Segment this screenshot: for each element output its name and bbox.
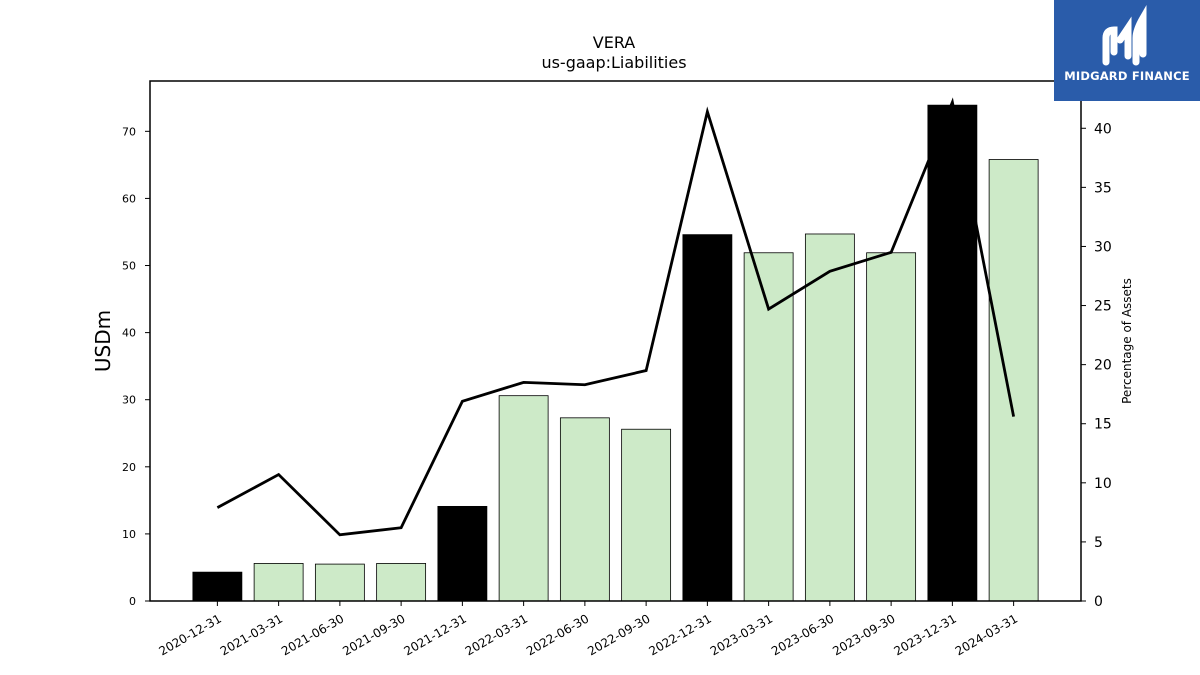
y-tick-label: 50 — [122, 260, 136, 273]
line-path — [216, 97, 1015, 537]
bar — [498, 395, 549, 602]
bar — [927, 104, 978, 602]
x-tick-label: 2021-12-31 — [401, 611, 468, 658]
x-tick-label: 2022-09-30 — [585, 611, 652, 658]
x-tick-label: 2023-09-30 — [830, 611, 897, 658]
x-tick-label: 2023-06-30 — [769, 611, 836, 658]
y-tick-label: 40 — [122, 327, 136, 340]
x-tick-label: 2021-06-30 — [279, 611, 346, 658]
logo-mark-icon — [1102, 5, 1147, 66]
midgard-finance-logo: MIDGARD FINANCE — [1054, 0, 1200, 101]
y2-tick-label: 15 — [1094, 417, 1112, 433]
y2-tick-label: 5 — [1094, 535, 1103, 551]
y2-tick-label: 10 — [1094, 476, 1112, 492]
bar — [253, 563, 304, 602]
y-tick-label: 30 — [122, 394, 136, 407]
x-tick-label: 2023-03-31 — [708, 611, 775, 658]
plot-frame — [149, 80, 1082, 602]
x-tick-label: 2021-03-31 — [218, 611, 285, 658]
y-tick-label: 70 — [122, 125, 136, 138]
y-tick-label: 60 — [122, 192, 136, 205]
logo-text: MIDGARD FINANCE — [1064, 69, 1190, 83]
x-tick-label: 2022-12-31 — [646, 611, 713, 658]
chart-subtitle: us-gaap:Liabilities — [541, 53, 686, 72]
y-axis-label: USDm — [91, 310, 115, 372]
x-tick-label: 2024-03-31 — [953, 611, 1020, 658]
bar — [437, 505, 488, 602]
bar — [314, 563, 365, 602]
bar — [866, 252, 917, 602]
y2-tick-label: 40 — [1094, 121, 1112, 137]
bar — [376, 563, 427, 602]
y2-tick-label: 20 — [1094, 358, 1112, 374]
y-tick-label: 20 — [122, 461, 136, 474]
y2-tick-label: 25 — [1094, 299, 1112, 315]
bar-series — [192, 104, 1039, 602]
y-tick-label: 0 — [129, 595, 136, 608]
x-tick-label: 2022-06-30 — [524, 611, 591, 658]
bar — [682, 234, 733, 602]
x-tick-label: 2020-12-31 — [156, 611, 223, 658]
y2-tick-label: 35 — [1094, 180, 1112, 196]
bar — [192, 571, 243, 602]
x-tick-label: 2021-09-30 — [340, 611, 407, 658]
bar — [804, 233, 855, 602]
bar — [743, 252, 794, 602]
x-tick-label: 2023-12-31 — [891, 611, 958, 658]
chart-title: VERA — [593, 33, 636, 52]
y-tick-label: 10 — [122, 528, 136, 541]
bar — [559, 417, 610, 602]
bar — [988, 159, 1039, 602]
y2-axis-label: Percentage of Assets — [1120, 278, 1134, 404]
line-series — [216, 97, 1015, 537]
y2-tick-label: 30 — [1094, 239, 1112, 255]
y2-tick-label: 0 — [1094, 594, 1103, 610]
bar — [621, 428, 672, 602]
x-tick-label: 2022-03-31 — [463, 611, 530, 658]
